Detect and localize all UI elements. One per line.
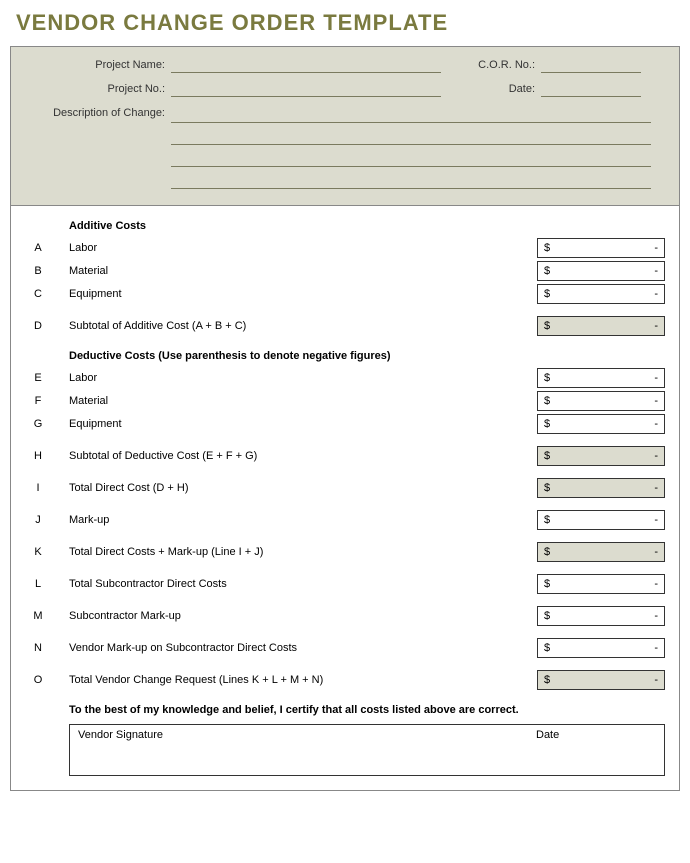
amount-input-i[interactable]: $- bbox=[537, 478, 665, 498]
cost-row-i: ITotal Direct Cost (D + H)$- bbox=[25, 478, 665, 498]
amount-value: - bbox=[550, 642, 658, 654]
cost-row-o: OTotal Vendor Change Request (Lines K + … bbox=[25, 670, 665, 690]
cost-row-f: FMaterial$- bbox=[25, 391, 665, 411]
amount-value: - bbox=[550, 320, 658, 332]
amount-input-h[interactable]: $- bbox=[537, 446, 665, 466]
row-letter: K bbox=[25, 546, 51, 558]
row-letter: M bbox=[25, 610, 51, 622]
row-label: Equipment bbox=[51, 288, 537, 300]
amount-input-a[interactable]: $- bbox=[537, 238, 665, 258]
date-input[interactable] bbox=[541, 83, 641, 97]
project-no-input[interactable] bbox=[171, 83, 441, 97]
cost-row-m: MSubcontractor Mark-up$- bbox=[25, 606, 665, 626]
amount-value: - bbox=[550, 514, 658, 526]
cost-row-k: KTotal Direct Costs + Mark-up (Line I + … bbox=[25, 542, 665, 562]
row-label: Material bbox=[51, 395, 537, 407]
amount-value: - bbox=[550, 674, 658, 686]
amount-value: - bbox=[550, 372, 658, 384]
row-letter: O bbox=[25, 674, 51, 686]
form-container: Project Name: C.O.R. No.: Project No.: D… bbox=[10, 46, 680, 791]
cost-row-c: CEquipment$- bbox=[25, 284, 665, 304]
description-line bbox=[171, 151, 651, 167]
description-label: Description of Change: bbox=[21, 107, 171, 195]
project-no-label: Project No.: bbox=[21, 83, 171, 97]
project-name-input[interactable] bbox=[171, 59, 441, 73]
amount-input-n[interactable]: $- bbox=[537, 638, 665, 658]
cost-row-e: ELabor$- bbox=[25, 368, 665, 388]
signature-date-label: Date bbox=[536, 729, 656, 771]
row-label: Material bbox=[51, 265, 537, 277]
deductive-costs-heading: Deductive Costs (Use parenthesis to deno… bbox=[69, 350, 665, 362]
cost-row-j: JMark-up$- bbox=[25, 510, 665, 530]
amount-input-o[interactable]: $- bbox=[537, 670, 665, 690]
costs-section: Additive Costs ALabor$-BMaterial$-CEquip… bbox=[11, 206, 679, 790]
amount-input-k[interactable]: $- bbox=[537, 542, 665, 562]
amount-input-b[interactable]: $- bbox=[537, 261, 665, 281]
row-letter: D bbox=[25, 320, 51, 332]
amount-input-c[interactable]: $- bbox=[537, 284, 665, 304]
amount-value: - bbox=[550, 546, 658, 558]
cor-no-label: C.O.R. No.: bbox=[441, 59, 541, 73]
amount-value: - bbox=[550, 265, 658, 277]
additive-costs-heading: Additive Costs bbox=[69, 220, 665, 232]
amount-input-g[interactable]: $- bbox=[537, 414, 665, 434]
row-letter: E bbox=[25, 372, 51, 384]
amount-value: - bbox=[550, 450, 658, 462]
cost-row-n: NVendor Mark-up on Subcontractor Direct … bbox=[25, 638, 665, 658]
row-letter: N bbox=[25, 642, 51, 654]
row-label: Total Direct Cost (D + H) bbox=[51, 482, 537, 494]
amount-value: - bbox=[550, 610, 658, 622]
amount-input-f[interactable]: $- bbox=[537, 391, 665, 411]
row-letter: H bbox=[25, 450, 51, 462]
amount-input-l[interactable]: $- bbox=[537, 574, 665, 594]
row-letter: F bbox=[25, 395, 51, 407]
vendor-signature-label: Vendor Signature bbox=[78, 729, 536, 771]
row-label: Total Vendor Change Request (Lines K + L… bbox=[51, 674, 537, 686]
description-line bbox=[171, 173, 651, 189]
row-label: Labor bbox=[51, 372, 537, 384]
row-letter: A bbox=[25, 242, 51, 254]
description-line bbox=[171, 129, 651, 145]
amount-value: - bbox=[550, 242, 658, 254]
cost-row-a: ALabor$- bbox=[25, 238, 665, 258]
cost-row-b: BMaterial$- bbox=[25, 261, 665, 281]
amount-input-j[interactable]: $- bbox=[537, 510, 665, 530]
row-letter: C bbox=[25, 288, 51, 300]
row-letter: B bbox=[25, 265, 51, 277]
row-label: Total Subcontractor Direct Costs bbox=[51, 578, 537, 590]
row-label: Labor bbox=[51, 242, 537, 254]
amount-value: - bbox=[550, 418, 658, 430]
row-label: Subtotal of Deductive Cost (E + F + G) bbox=[51, 450, 537, 462]
row-label: Subcontractor Mark-up bbox=[51, 610, 537, 622]
row-label: Vendor Mark-up on Subcontractor Direct C… bbox=[51, 642, 537, 654]
amount-value: - bbox=[550, 395, 658, 407]
amount-input-m[interactable]: $- bbox=[537, 606, 665, 626]
cost-row-d: DSubtotal of Additive Cost (A + B + C)$- bbox=[25, 316, 665, 336]
amount-input-d[interactable]: $- bbox=[537, 316, 665, 336]
row-label: Total Direct Costs + Mark-up (Line I + J… bbox=[51, 546, 537, 558]
cost-row-l: LTotal Subcontractor Direct Costs$- bbox=[25, 574, 665, 594]
header-block: Project Name: C.O.R. No.: Project No.: D… bbox=[11, 47, 679, 206]
project-name-label: Project Name: bbox=[21, 59, 171, 73]
cost-row-g: GEquipment$- bbox=[25, 414, 665, 434]
description-input[interactable] bbox=[171, 107, 651, 195]
amount-value: - bbox=[550, 578, 658, 590]
cor-no-input[interactable] bbox=[541, 59, 641, 73]
document-title: VENDOR CHANGE ORDER TEMPLATE bbox=[16, 10, 680, 36]
description-line bbox=[171, 107, 651, 123]
row-label: Mark-up bbox=[51, 514, 537, 526]
amount-value: - bbox=[550, 288, 658, 300]
amount-value: - bbox=[550, 482, 658, 494]
amount-input-e[interactable]: $- bbox=[537, 368, 665, 388]
date-label: Date: bbox=[441, 83, 541, 97]
row-label: Subtotal of Additive Cost (A + B + C) bbox=[51, 320, 537, 332]
row-letter: J bbox=[25, 514, 51, 526]
row-letter: G bbox=[25, 418, 51, 430]
signature-box[interactable]: Vendor Signature Date bbox=[69, 724, 665, 776]
row-label: Equipment bbox=[51, 418, 537, 430]
row-letter: I bbox=[25, 482, 51, 494]
cost-row-h: HSubtotal of Deductive Cost (E + F + G)$… bbox=[25, 446, 665, 466]
row-letter: L bbox=[25, 578, 51, 590]
certification-text: To the best of my knowledge and belief, … bbox=[69, 704, 665, 716]
